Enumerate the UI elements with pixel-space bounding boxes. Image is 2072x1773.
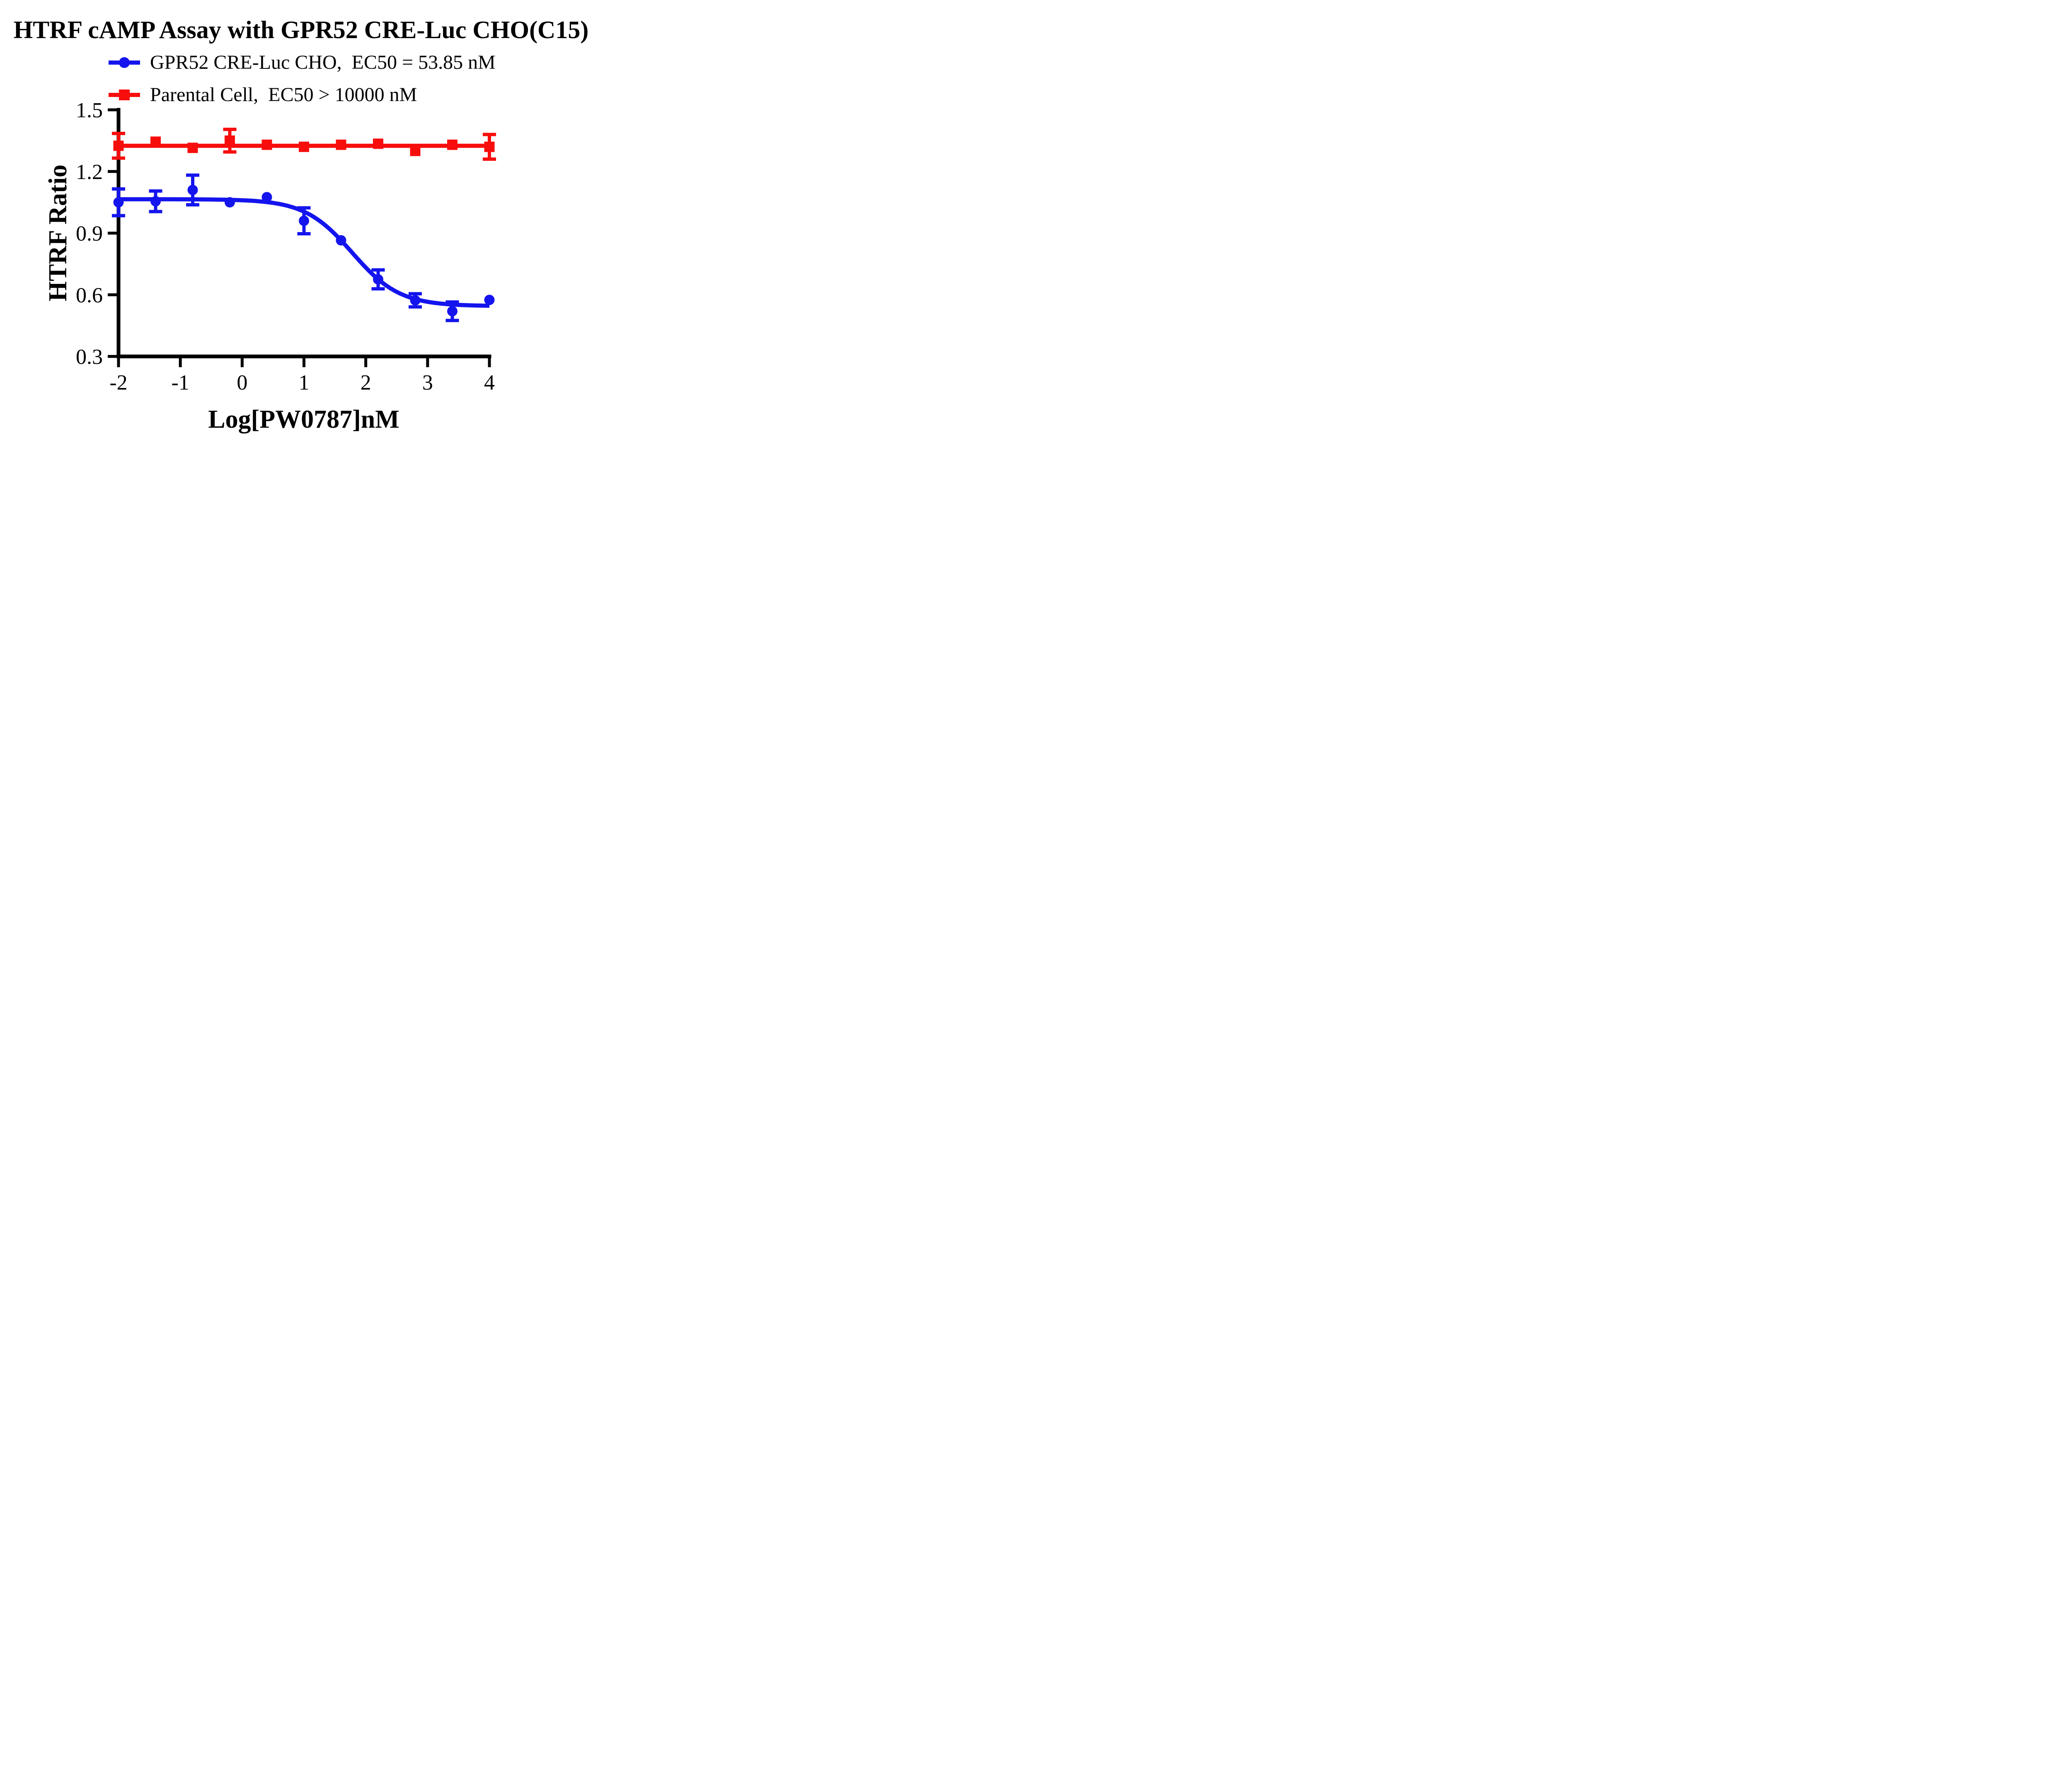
data-point-square [373, 138, 384, 149]
data-point-square [187, 143, 198, 153]
data-point-circle [373, 274, 384, 285]
data-point-circle [113, 197, 124, 208]
chart-figure: HTRF cAMP Assay with GPR52 CRE-Luc CHO(C… [0, 0, 602, 443]
data-point-square [336, 139, 346, 150]
data-point-square [150, 136, 161, 147]
y-tick-label: 0.9 [76, 222, 103, 246]
x-tick-label: -1 [172, 371, 189, 395]
axes-layer: 1.5 1.2 0.9 0.6 0.3-2 -1 0 1 2 3 4 [76, 99, 495, 395]
data-point-circle [410, 295, 421, 306]
data-point-circle [225, 197, 235, 208]
y-tick-label: 0.6 [76, 283, 103, 307]
data-point-square [484, 141, 495, 152]
data-point-circle [150, 196, 161, 207]
x-tick-label: 3 [422, 371, 433, 395]
data-point-circle [336, 235, 346, 246]
square-marker-icon [109, 90, 140, 100]
data-point-circle [299, 216, 310, 226]
legend-label-gpr52: GPR52 CRE-Luc CHO, EC50 = 53.85 nM [150, 51, 496, 73]
data-point-square [299, 141, 310, 152]
x-axis-label: Log[PW0787]nM [208, 405, 399, 434]
series-layer [112, 128, 496, 322]
data-point-circle [447, 306, 458, 317]
x-tick-label: -2 [109, 371, 127, 395]
y-tick-label: 1.2 [76, 160, 103, 184]
data-point-circle [484, 295, 495, 305]
data-point-square [225, 135, 235, 146]
data-point-circle [187, 184, 198, 195]
data-point-square [447, 139, 458, 150]
chart-title: HTRF cAMP Assay with GPR52 CRE-Luc CHO(C… [13, 16, 589, 44]
y-tick-label: 1.5 [76, 99, 103, 122]
y-tick-label: 0.3 [76, 345, 103, 369]
legend-row: Parental Cell, EC50 > 10000 nM [108, 82, 496, 108]
data-point-square [261, 139, 272, 150]
legend: GPR52 CRE-Luc CHO, EC50 = 53.85 nM Paren… [108, 50, 496, 114]
x-tick-label: 2 [361, 371, 371, 395]
legend-row: GPR52 CRE-Luc CHO, EC50 = 53.85 nM [108, 50, 496, 75]
y-axis-label: HTRF Ratio [44, 165, 72, 301]
data-point-square [410, 145, 421, 156]
data-point-circle [261, 192, 272, 203]
data-point-square [113, 140, 124, 151]
circle-marker-icon [109, 57, 140, 68]
x-tick-label: 4 [484, 371, 495, 395]
x-tick-label: 0 [237, 371, 247, 395]
legend-label-parental: Parental Cell, EC50 > 10000 nM [150, 84, 417, 106]
x-tick-label: 1 [299, 371, 310, 395]
plot-area: 1.5 1.2 0.9 0.6 0.3-2 -1 0 1 2 3 4 Log[PW0787]nM H… [44, 99, 496, 434]
